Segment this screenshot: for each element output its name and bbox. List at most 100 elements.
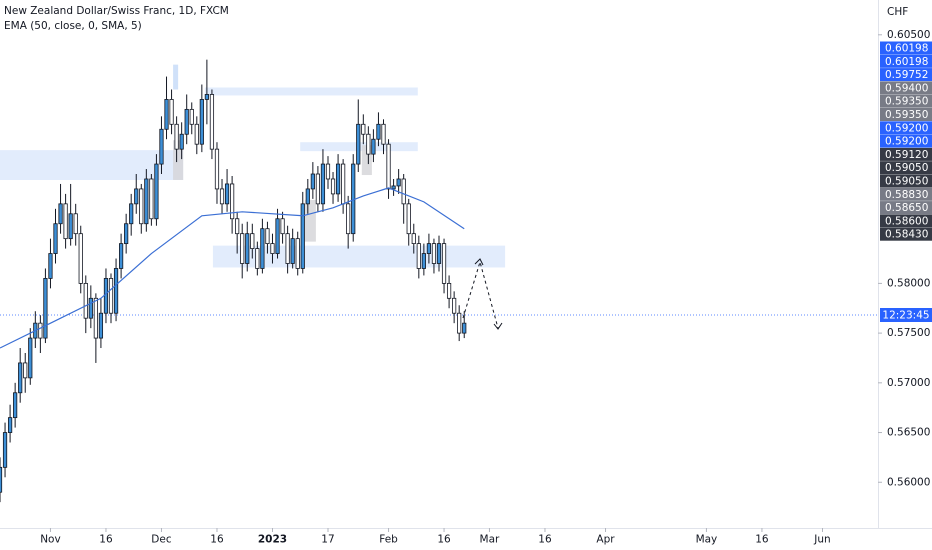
candle-body <box>73 213 78 235</box>
candle-body <box>305 188 310 205</box>
candle-body <box>386 143 391 190</box>
candle-body <box>346 203 351 235</box>
clock-badge <box>880 308 932 322</box>
zone <box>204 87 418 96</box>
candle-body <box>179 133 184 150</box>
candle-body <box>149 178 154 220</box>
price-badge <box>880 227 932 241</box>
x-tick-label: Jun <box>813 534 830 546</box>
candle-body <box>260 228 265 269</box>
price-badge <box>880 161 932 175</box>
candle-body <box>341 163 346 205</box>
price-badge-label: 0.60198 <box>885 43 928 55</box>
candle-body <box>300 203 305 269</box>
price-badge <box>880 121 932 135</box>
candle-body <box>48 253 53 279</box>
price-badge-label: 0.59200 <box>885 136 928 148</box>
price-badge-label: 0.59120 <box>885 149 928 161</box>
candle-body <box>366 133 371 155</box>
candle-body <box>335 163 341 195</box>
zone <box>173 140 184 180</box>
chart-title: New Zealand Dollar/Swiss Franc, 1D, FXCM <box>4 5 229 17</box>
candle-body <box>446 282 452 299</box>
candle-body <box>113 268 119 314</box>
candle-body <box>58 203 63 225</box>
candle-body <box>194 123 199 145</box>
candle-body <box>431 243 437 264</box>
y-tick-label: 0.56500 <box>887 427 930 439</box>
x-tick-label: May <box>696 534 718 546</box>
candle-body <box>356 123 361 165</box>
price-badge <box>880 108 932 121</box>
arrow-head <box>474 258 484 266</box>
candle-body <box>93 297 98 339</box>
candle-body <box>108 278 114 314</box>
y-tick-label: 0.60500 <box>887 29 930 41</box>
price-badge-label: 0.60198 <box>885 56 928 68</box>
price-badge <box>880 94 932 108</box>
x-tick-label: Mar <box>480 534 500 546</box>
candle-body <box>230 183 235 220</box>
candle-body <box>361 123 366 135</box>
zone <box>304 199 316 242</box>
candle-body <box>310 173 315 190</box>
candle-body <box>144 178 149 225</box>
x-tick-label: Nov <box>40 534 61 546</box>
price-badge-label: 0.59050 <box>885 176 928 188</box>
price-badge <box>880 147 932 161</box>
candle-body <box>275 218 280 254</box>
candle-body <box>255 248 260 269</box>
candle-body <box>119 243 124 269</box>
candle-body <box>38 322 43 339</box>
candle-body <box>416 243 421 269</box>
candle-body <box>270 243 275 254</box>
candle-body <box>219 188 225 205</box>
candle-body <box>325 163 331 180</box>
candle-body <box>103 278 109 314</box>
price-badge <box>880 201 932 215</box>
price-badge <box>880 81 932 95</box>
candle-body <box>265 228 270 245</box>
candle-body <box>174 123 179 150</box>
candle-body <box>199 99 204 145</box>
indicator-label: EMA (50, close, 0, SMA, 5) <box>4 20 142 32</box>
price-badge <box>880 214 932 228</box>
price-badge-label: 0.58600 <box>885 215 928 227</box>
y-tick-label: 0.56000 <box>887 476 930 488</box>
candle-body <box>330 178 336 195</box>
candle-body <box>285 233 290 264</box>
zone <box>173 64 179 90</box>
zone <box>0 150 184 180</box>
candle-body <box>462 322 467 334</box>
candle-body <box>0 466 3 493</box>
candle-body <box>401 178 406 205</box>
currency: CHF <box>887 6 908 18</box>
price-badge-label: 0.59752 <box>885 69 928 81</box>
candle-body <box>452 297 457 314</box>
price-badge <box>880 134 932 148</box>
price-badge-label: 0.59400 <box>885 82 928 94</box>
ema-line <box>0 187 465 349</box>
price-badge-label: 0.59350 <box>885 96 928 108</box>
candle-body <box>436 243 442 264</box>
candle-body <box>83 282 88 319</box>
zone <box>361 145 372 176</box>
candle-body <box>68 213 73 240</box>
candle-body <box>421 253 426 269</box>
candle-body <box>204 94 209 100</box>
candle-body <box>43 278 48 339</box>
candle-body <box>129 203 134 225</box>
x-tick-label: Dec <box>151 534 172 546</box>
candle-body <box>406 203 411 235</box>
candle-body <box>169 99 174 125</box>
x-tick-label: Apr <box>596 534 615 546</box>
candle-body <box>245 233 250 264</box>
y-tick-label: 0.57500 <box>887 327 930 339</box>
candle-body <box>98 312 104 339</box>
candle-body <box>7 417 13 433</box>
price-badge-label: 0.59200 <box>885 122 928 134</box>
x-tick-label: 16 <box>437 534 451 546</box>
y-tick-label: 0.58000 <box>887 277 930 289</box>
candle-body <box>184 108 189 135</box>
